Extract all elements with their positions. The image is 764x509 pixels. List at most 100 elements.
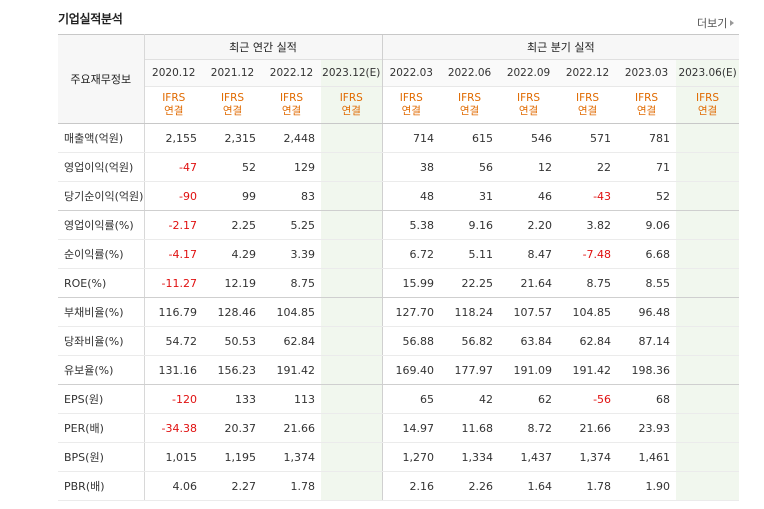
table-cell: -11.27 [144, 268, 203, 298]
table-cell [321, 268, 383, 298]
table-cell: 1,195 [203, 442, 262, 472]
table-row: PER(배) -34.38 20.37 21.66 14.97 11.68 8.72 21.6… [58, 413, 740, 443]
table-cell: 50.53 [203, 326, 262, 356]
table-cell: 781 [617, 123, 677, 153]
table-cell: 11.68 [440, 413, 500, 443]
period-header: 2021.12 [203, 59, 262, 87]
table-cell: 2.20 [499, 210, 559, 240]
table-cell: 21.66 [262, 413, 321, 443]
table-cell [676, 239, 740, 269]
table-cell: 714 [381, 123, 441, 153]
table-cell: 2.16 [381, 471, 441, 501]
table-cell: 169.40 [381, 355, 441, 385]
table-cell: 5.25 [262, 210, 321, 240]
period-header: 2023.12(E) [321, 59, 383, 87]
row-label: ROE(%) [58, 268, 145, 298]
period-header: 2023.03 [617, 59, 677, 87]
table-cell: -4.17 [144, 239, 203, 269]
table-cell: 2,448 [262, 123, 321, 153]
ifrs-text: IFRS [575, 92, 600, 104]
table-cell: 48 [381, 181, 441, 211]
table-cell: 62 [499, 384, 559, 414]
row-label: 매출액(억원) [58, 123, 145, 153]
table-cell: 68 [617, 384, 677, 414]
table-cell: 129 [262, 152, 321, 182]
row-label: 순이익률(%) [58, 239, 145, 269]
table-cell: 133 [203, 384, 262, 414]
table-cell [321, 471, 383, 501]
table-cell: 56.82 [440, 326, 500, 356]
table-cell [676, 471, 740, 501]
row-label: 유보율(%) [58, 355, 145, 385]
table-cell: 198.36 [617, 355, 677, 385]
more-link[interactable]: 더보기 [697, 15, 735, 31]
table-cell: 96.48 [617, 297, 677, 327]
table-cell: 4.06 [144, 471, 203, 501]
table-cell: 8.55 [617, 268, 677, 298]
table-cell: 22 [558, 152, 618, 182]
table-cell: 2.25 [203, 210, 262, 240]
table-cell: 6.68 [617, 239, 677, 269]
table-cell: -90 [144, 181, 203, 211]
table-cell: -56 [558, 384, 618, 414]
table-row: 순이익률(%) -4.17 4.29 3.39 6.72 5.11 8.47 -7.48 6.6… [58, 239, 740, 269]
consolidated-text: 연결 [341, 105, 361, 117]
ifrs-label: IFRS 연결 [676, 86, 740, 124]
table-cell: 2,155 [144, 123, 203, 153]
row-label: 당좌비율(%) [58, 326, 145, 356]
consolidated-text: 연결 [222, 105, 243, 117]
section-title: 기업실적분석 [58, 12, 123, 26]
table-cell [676, 181, 740, 211]
table-cell: 52 [203, 152, 262, 182]
row-label: 부채비율(%) [58, 297, 145, 327]
consolidated-text: 연결 [459, 105, 480, 117]
table-cell: 38 [381, 152, 441, 182]
row-label: PBR(배) [58, 471, 145, 501]
consolidated-text: 연결 [577, 105, 598, 117]
table-cell: 8.47 [499, 239, 559, 269]
table-cell [321, 297, 383, 327]
table-cell: 1.64 [499, 471, 559, 501]
table-cell: 4.29 [203, 239, 262, 269]
table-cell: 1,374 [262, 442, 321, 472]
ifrs-text: IFRS [399, 92, 423, 104]
table-cell [321, 210, 383, 240]
table-cell [321, 152, 383, 182]
ifrs-label: IFRS 연결 [262, 86, 321, 124]
ifrs-text: IFRS [339, 92, 363, 104]
table-cell: 20.37 [203, 413, 262, 443]
table-cell: 2.27 [203, 471, 262, 501]
ifrs-text: IFRS [634, 92, 659, 104]
consolidated-text: 연결 [636, 105, 657, 117]
period-header: 2020.12 [144, 59, 203, 87]
table-cell [676, 268, 740, 298]
table-cell [676, 384, 740, 414]
row-label: PER(배) [58, 413, 145, 443]
table-row: 영업이익(억원) -47 52 129 38 56 12 22 71 [58, 152, 740, 182]
table-cell: 1.78 [262, 471, 321, 501]
table-cell: 1,461 [617, 442, 677, 472]
table-cell [321, 442, 383, 472]
table-cell: 42 [440, 384, 500, 414]
ifrs-text: IFRS [279, 92, 304, 104]
table-cell: -2.17 [144, 210, 203, 240]
consolidated-text: 연결 [697, 105, 718, 117]
ifrs-label: IFRS 연결 [499, 86, 559, 124]
table-cell: 52 [617, 181, 677, 211]
table-cell: 87.14 [617, 326, 677, 356]
table-cell: 127.70 [381, 297, 441, 327]
period-header: 2022.03 [381, 59, 441, 87]
table-cell: -7.48 [558, 239, 618, 269]
ifrs-text: IFRS [696, 92, 720, 104]
table-cell [676, 123, 740, 153]
table-row: EPS(원) -120 133 113 65 42 62 -56 68 [58, 384, 740, 414]
table-cell [676, 326, 740, 356]
table-cell: 6.72 [381, 239, 441, 269]
table-row: 당좌비율(%) 54.72 50.53 62.84 56.88 56.82 63.84 62.… [58, 326, 740, 356]
table-cell: 8.75 [558, 268, 618, 298]
table-cell: 1.90 [617, 471, 677, 501]
table-cell [321, 123, 383, 153]
period-header: 2023.06(E) [676, 59, 740, 87]
table-cell: 113 [262, 384, 321, 414]
ifrs-label: IFRS 연결 [558, 86, 618, 124]
